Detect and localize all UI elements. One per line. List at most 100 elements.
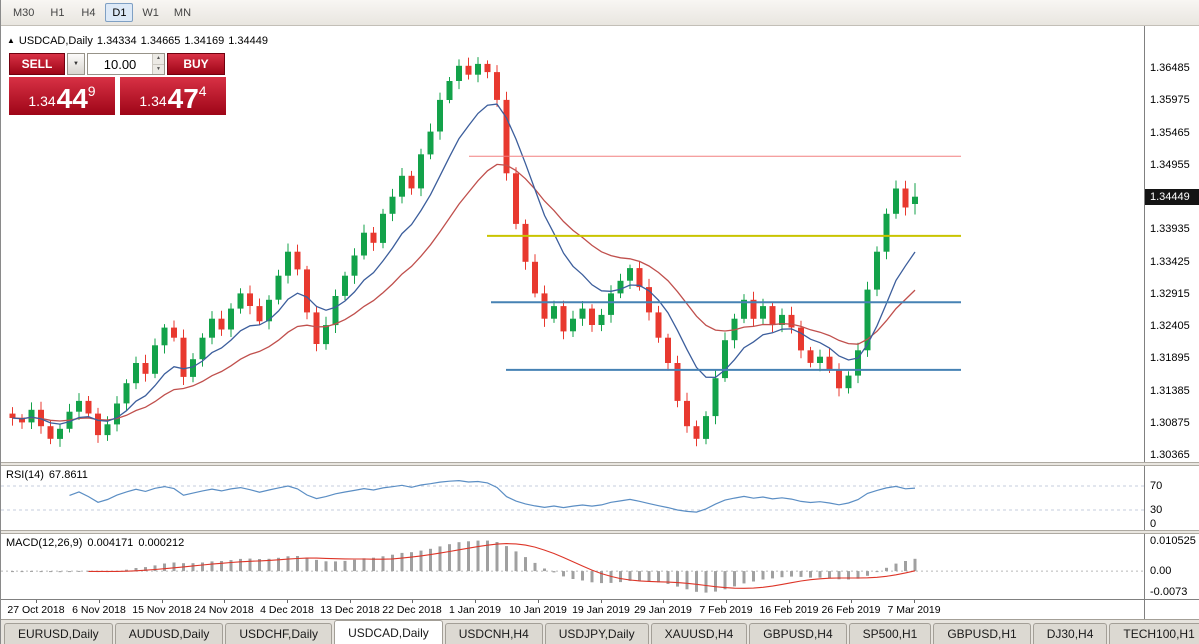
rsi-scale[interactable]: 70 30 0 (1144, 466, 1199, 530)
price-tick-label: 1.31385 (1150, 385, 1190, 397)
price-scale[interactable]: 1.36485 1.35975 1.35465 1.34955 1.33935 1.334… (1144, 26, 1199, 462)
tab-xauusd-h4[interactable]: XAUUSD,H4 (650, 623, 748, 644)
date-label: 15 Nov 2018 (132, 604, 192, 616)
tab-dj30-h4[interactable]: DJ30,H4 (1032, 623, 1108, 644)
rsi-indicator-label: RSI(14) 67.8611 (6, 469, 93, 481)
main-chart-pane: 1.36485 1.35975 1.35465 1.34955 1.33935 1.334… (1, 26, 1199, 462)
rsi-scale-label: 70 (1150, 480, 1163, 492)
tab-usdchf-daily[interactable]: USDCHF,Daily (225, 623, 333, 644)
ohlc-info: ▲ USDCAD,Daily 1.34334 1.34665 1.34169 1.3444… (7, 35, 272, 47)
tab-audusd-daily[interactable]: AUDUSD,Daily (114, 623, 224, 644)
macd-chart-svg[interactable] (1, 534, 1144, 599)
date-label: 6 Nov 2018 (72, 604, 126, 616)
tab-eurusd-daily[interactable]: EURUSD,Daily (4, 623, 113, 644)
pane-splitter-2[interactable] (1, 530, 1199, 534)
tab-gbpusd-h4[interactable]: GBPUSD,H4 (749, 623, 847, 644)
macd-main-value: 0.004171 (87, 537, 134, 549)
date-axis[interactable]: 27 Oct 2018 6 Nov 2018 15 Nov 2018 24 Nov 2… (1, 599, 1199, 619)
buy-price-button[interactable]: 1.34 47 4 (120, 77, 226, 115)
volume-down-button[interactable]: ▼ (153, 64, 164, 74)
ohlc-open: 1.34334 (96, 35, 137, 47)
volume-stepper: ▲ ▼ (87, 53, 165, 75)
macd-signal-value: 0.000212 (138, 537, 185, 549)
price-chart-svg[interactable] (1, 26, 1144, 462)
date-label: 7 Mar 2019 (887, 604, 941, 616)
chart-tabs: EURUSD,Daily AUDUSD,Daily USDCHF,Daily USDC… (1, 619, 1199, 644)
trade-controls-row: SELL ▼ ▲ ▼ BUY (9, 53, 227, 75)
date-label: 22 Dec 2018 (382, 604, 442, 616)
date-tick (914, 600, 915, 603)
price-tick-label: 1.34955 (1150, 159, 1190, 171)
tab-tech100-h1[interactable]: TECH100,H1 (1109, 623, 1199, 644)
date-tick (412, 600, 413, 603)
timeframe-d1[interactable]: D1 (105, 3, 134, 22)
date-label: 16 Feb 2019 (759, 604, 819, 616)
tab-usdcad-daily[interactable]: USDCAD,Daily (334, 620, 443, 644)
date-tick (224, 600, 225, 603)
date-label: 26 Feb 2019 (821, 604, 881, 616)
date-label: 27 Oct 2018 (7, 604, 65, 616)
sell-price-pips: 44 (56, 83, 88, 114)
current-price-badge: 1.34449 (1145, 189, 1199, 205)
ohlc-symbol: USDCAD,Daily (18, 35, 93, 47)
date-label: 1 Jan 2019 (449, 604, 501, 616)
buy-price-base: 1.34 (139, 93, 167, 109)
price-tick-label: 1.32915 (1150, 288, 1190, 300)
sell-price-button[interactable]: 1.34 44 9 (9, 77, 115, 115)
volume-dropdown-button[interactable]: ▼ (67, 53, 85, 75)
date-tick (601, 600, 602, 603)
tab-usdcnh-h4[interactable]: USDCNH,H4 (444, 623, 543, 644)
price-tick-label: 1.36485 (1150, 62, 1190, 74)
timeframe-h1[interactable]: H1 (43, 3, 71, 22)
macd-pane: 0.010525 0.00 -0.0073 MACD(12,26,9) 0.00417… (1, 534, 1199, 599)
macd-scale-label: 0.00 (1150, 565, 1172, 577)
rsi-chart-svg[interactable] (1, 466, 1144, 530)
rsi-name: RSI(14) (6, 469, 44, 481)
timeframe-h4[interactable]: H4 (74, 3, 102, 22)
ohlc-high: 1.34665 (140, 35, 181, 47)
macd-scale-label: -0.0073 (1150, 586, 1188, 598)
date-tick (726, 600, 727, 603)
tab-usdjpy-daily[interactable]: USDJPY,Daily (544, 623, 649, 644)
price-tick-label: 1.35465 (1150, 127, 1190, 139)
timeframe-m30[interactable]: M30 (7, 3, 40, 22)
rsi-pane: 70 30 0 RSI(14) 67.8611 (1, 466, 1199, 530)
date-tick (162, 600, 163, 603)
date-label: 24 Nov 2018 (194, 604, 254, 616)
candlestick-series (9, 57, 918, 447)
sell-button[interactable]: SELL (9, 53, 65, 75)
timeframe-mn[interactable]: MN (168, 3, 197, 22)
timeframe-w1[interactable]: W1 (136, 3, 165, 22)
date-label: 4 Dec 2018 (260, 604, 314, 616)
date-tick (350, 600, 351, 603)
price-tick-label: 1.30875 (1150, 417, 1190, 429)
macd-scale[interactable]: 0.010525 0.00 -0.0073 (1144, 534, 1199, 599)
macd-scale-label: 0.010525 (1150, 535, 1196, 547)
timeframe-toolbar: M30 H1 H4 D1 W1 MN (1, 0, 1199, 26)
volume-up-button[interactable]: ▲ (153, 54, 164, 65)
date-label: 7 Feb 2019 (699, 604, 753, 616)
trade-prices-row: 1.34 44 9 1.34 47 4 (9, 77, 227, 115)
buy-button[interactable]: BUY (167, 53, 225, 75)
macd-signal-line (88, 543, 916, 589)
rsi-scale-label: 30 (1150, 504, 1163, 516)
price-tick-label: 1.32405 (1150, 320, 1190, 332)
spin-up-icon: ▲ (156, 55, 161, 61)
macd-indicator-label: MACD(12,26,9) 0.004171 0.000212 (6, 537, 189, 549)
date-label: 10 Jan 2019 (509, 604, 567, 616)
date-tick (475, 600, 476, 603)
price-tick-label: 1.33425 (1150, 256, 1190, 268)
date-tick (789, 600, 790, 603)
chevron-down-icon: ▼ (73, 61, 79, 67)
volume-input[interactable] (88, 54, 153, 74)
sell-price-point: 9 (87, 83, 96, 99)
rsi-line (69, 479, 916, 513)
buy-price-point: 4 (198, 83, 207, 99)
tab-gbpusd-h1[interactable]: GBPUSD,H1 (933, 623, 1031, 644)
rsi-scale-label: 0 (1150, 518, 1157, 530)
tab-sp500-h1[interactable]: SP500,H1 (848, 623, 932, 644)
date-tick (36, 600, 37, 603)
pane-splitter-1[interactable] (1, 462, 1199, 466)
